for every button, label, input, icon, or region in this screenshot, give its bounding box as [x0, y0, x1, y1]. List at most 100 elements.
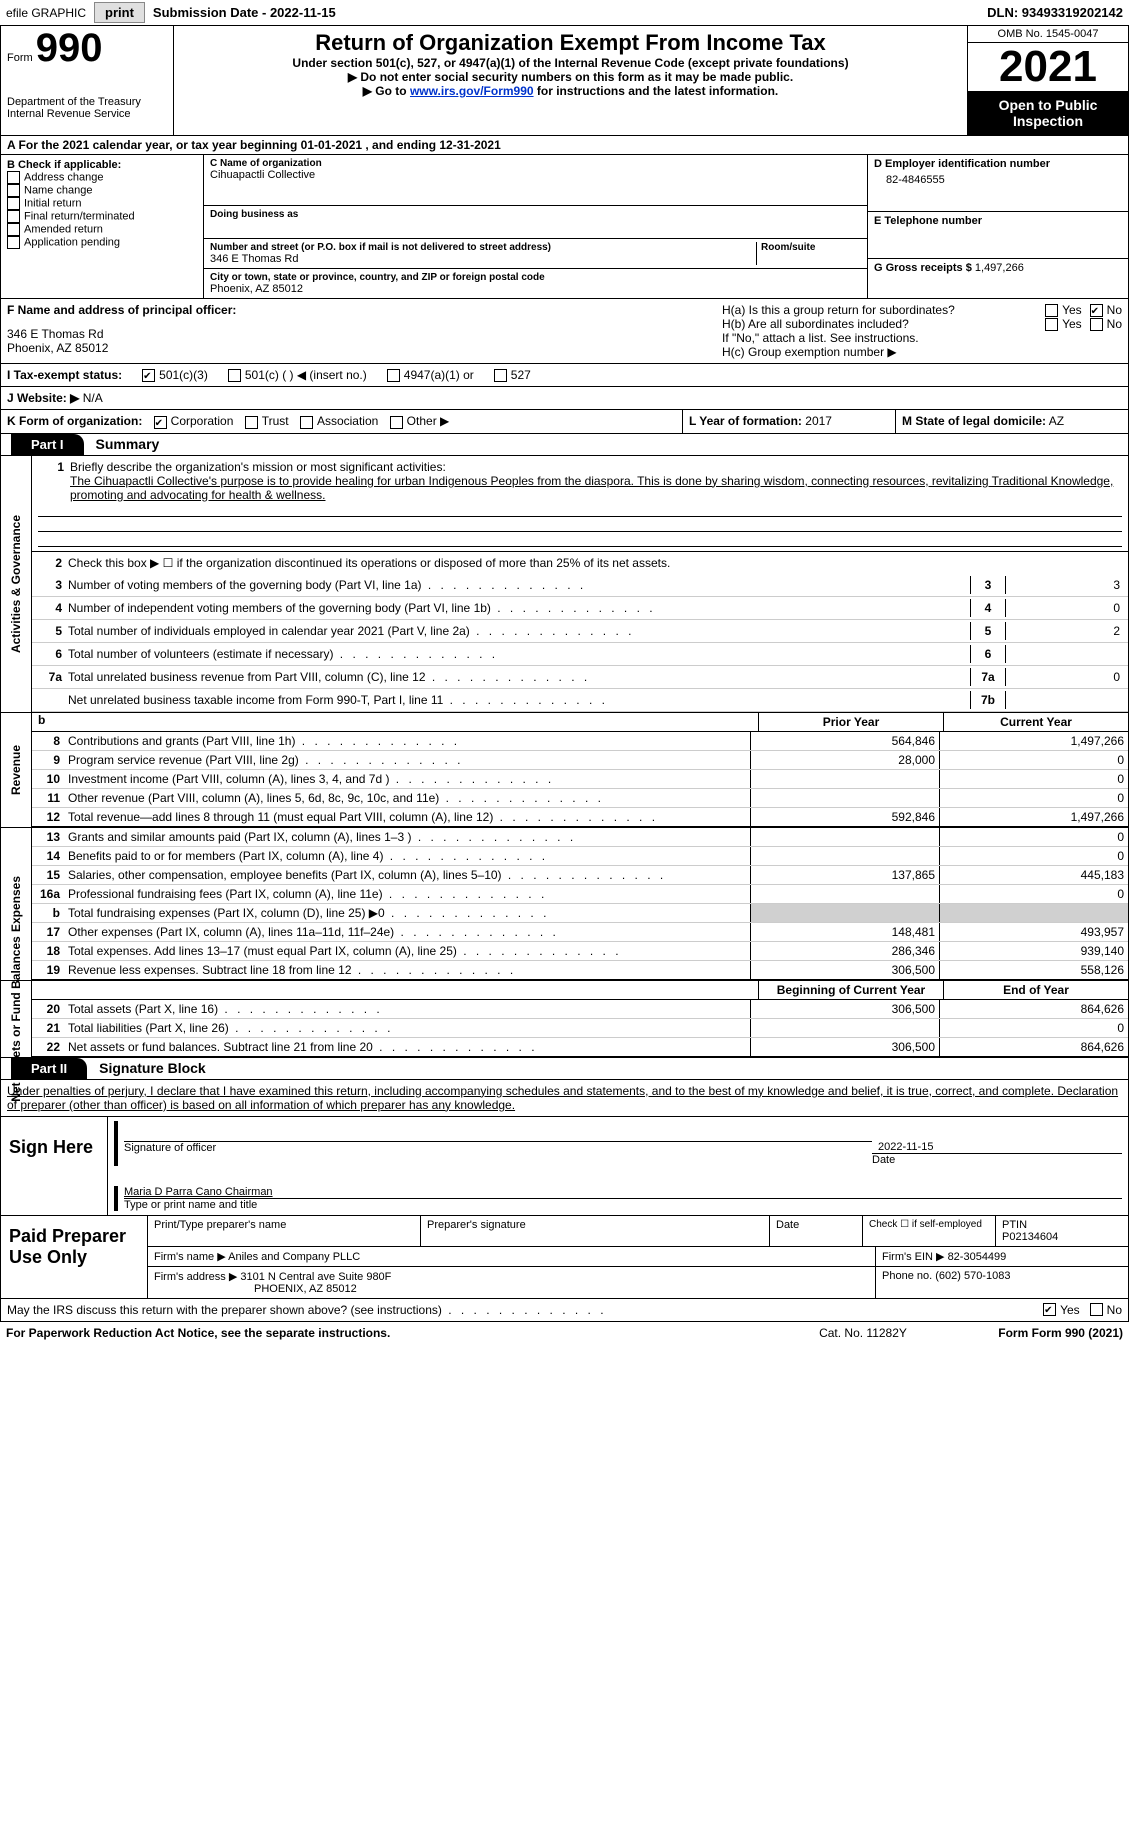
current-value: 445,183 [939, 866, 1128, 884]
row-text: Other revenue (Part VIII, column (A), li… [66, 789, 750, 807]
checkbox-icon[interactable] [1090, 318, 1103, 331]
dba-label: Doing business as [210, 209, 861, 220]
line-num: 3 [36, 578, 68, 592]
prior-value: 286,346 [750, 942, 939, 960]
line-j: J Website: ▶ N/A [0, 387, 1129, 410]
section-deg: D Employer identification number 82-4846… [867, 155, 1128, 298]
checkbox-icon[interactable] [1043, 1303, 1056, 1316]
data-row: 21Total liabilities (Part X, line 26) 0 [32, 1019, 1128, 1038]
line-value: 0 [1006, 599, 1124, 617]
checkbox-icon[interactable] [154, 416, 167, 429]
checkbox-icon[interactable] [7, 210, 20, 223]
line-value [1006, 652, 1124, 656]
checkbox-icon[interactable] [7, 223, 20, 236]
checkbox-icon[interactable] [7, 184, 20, 197]
data-row: 11Other revenue (Part VIII, column (A), … [32, 789, 1128, 808]
print-button[interactable]: print [94, 2, 145, 23]
discuss-row: May the IRS discuss this return with the… [0, 1299, 1129, 1322]
row-text: Total expenses. Add lines 13–17 (must eq… [66, 942, 750, 960]
submission-date: Submission Date - 2022-11-15 [153, 5, 336, 20]
checkbox-icon[interactable] [390, 416, 403, 429]
addr-value: 346 E Thomas Rd [210, 253, 756, 265]
ein-value: 82-4846555 [874, 170, 1122, 186]
checkbox-icon[interactable] [228, 369, 241, 382]
row-text: Revenue less expenses. Subtract line 18 … [66, 961, 750, 979]
checkbox-icon[interactable] [300, 416, 313, 429]
checkbox-icon[interactable] [7, 197, 20, 210]
room-label: Room/suite [761, 242, 861, 253]
revenue-col-header: b Prior Year Current Year [32, 713, 1128, 732]
line-text: Number of independent voting members of … [68, 601, 970, 615]
col-current: Current Year [943, 713, 1128, 731]
checkbox-icon[interactable] [1090, 1303, 1103, 1316]
form-footer: Form Form 990 (2021) [963, 1326, 1123, 1340]
firm-city: PHOENIX, AZ 85012 [154, 1283, 869, 1295]
data-row: 22Net assets or fund balances. Subtract … [32, 1038, 1128, 1057]
prior-value [750, 885, 939, 903]
current-value: 0 [939, 789, 1128, 807]
current-value: 0 [939, 1019, 1128, 1037]
website-label: J Website: ▶ [7, 391, 79, 405]
checkbox-icon[interactable] [1090, 304, 1103, 317]
part1-header: Part I Summary [0, 434, 1129, 456]
checkbox-icon[interactable] [142, 369, 155, 382]
summary-line: 3Number of voting members of the governi… [32, 574, 1128, 597]
firm-ein-value: 82-3054499 [948, 1251, 1007, 1263]
line-i: I Tax-exempt status: 501(c)(3) 501(c) ( … [0, 364, 1129, 387]
irs-link[interactable]: www.irs.gov/Form990 [410, 84, 534, 98]
row-num: b [32, 904, 66, 922]
checkbox-icon[interactable] [494, 369, 507, 382]
row-text: Grants and similar amounts paid (Part IX… [66, 828, 750, 846]
prior-value [750, 1019, 939, 1037]
checkbox-icon[interactable] [1045, 318, 1058, 331]
chk-initial: Initial return [7, 197, 197, 210]
penalty-statement: Under penalties of perjury, I declare th… [0, 1080, 1129, 1117]
current-value [939, 904, 1128, 922]
checkbox-icon[interactable] [7, 236, 20, 249]
omb-number: OMB No. 1545-0047 [968, 26, 1128, 43]
paid-prep-label: Paid Preparer Use Only [1, 1216, 148, 1298]
mission-text: The Cihuapactli Collective's purpose is … [38, 474, 1122, 502]
topbar: efile GRAPHIC print Submission Date - 20… [0, 0, 1129, 26]
line-2-num: 2 [36, 556, 68, 570]
row-text: Total liabilities (Part X, line 26) [66, 1019, 750, 1037]
current-value: 939,140 [939, 942, 1128, 960]
summary-line: 5Total number of individuals employed in… [32, 620, 1128, 643]
prior-value: 564,846 [750, 732, 939, 750]
col-begin: Beginning of Current Year [758, 981, 943, 999]
row-num: 17 [32, 923, 66, 941]
current-value: 1,497,266 [939, 808, 1128, 826]
efile-label: efile GRAPHIC [6, 6, 86, 20]
section-h: H(a) Is this a group return for subordin… [716, 299, 1128, 363]
checkbox-icon[interactable] [245, 416, 258, 429]
sig-officer-label: Signature of officer [124, 1142, 872, 1154]
col-prior: Prior Year [758, 713, 943, 731]
current-value: 864,626 [939, 1000, 1128, 1018]
checkbox-icon[interactable] [387, 369, 400, 382]
org-name-value: Cihuapactli Collective [210, 169, 861, 181]
line-a: A For the 2021 calendar year, or tax yea… [0, 136, 1129, 155]
checkbox-icon[interactable] [1045, 304, 1058, 317]
current-value: 0 [939, 770, 1128, 788]
checkbox-icon[interactable] [7, 171, 20, 184]
city-label: City or town, state or province, country… [210, 272, 861, 283]
phone-label: E Telephone number [874, 215, 1122, 227]
form-header: Form 990 Department of the Treasury Inte… [0, 26, 1129, 136]
line-text: Number of voting members of the governin… [68, 578, 970, 592]
officer-name: Maria D Parra Cano Chairman [124, 1186, 1122, 1199]
section-bcde: B Check if applicable: Address change Na… [0, 155, 1129, 299]
pp-name-label: Print/Type preparer's name [148, 1216, 421, 1246]
data-row: 18Total expenses. Add lines 13–17 (must … [32, 942, 1128, 961]
line-text: Total number of individuals employed in … [68, 624, 970, 638]
row-num: 18 [32, 942, 66, 960]
current-value: 0 [939, 828, 1128, 846]
row-num: 21 [32, 1019, 66, 1037]
firm-addr-label: Firm's address ▶ [154, 1271, 237, 1283]
phone-value: (602) 570-1083 [935, 1270, 1010, 1282]
data-row: 14Benefits paid to or for members (Part … [32, 847, 1128, 866]
dln-label: DLN: 93493319202142 [987, 5, 1123, 20]
form-990-page: efile GRAPHIC print Submission Date - 20… [0, 0, 1129, 1344]
prior-value: 306,500 [750, 1000, 939, 1018]
form-number: 990 [36, 26, 103, 70]
part1-tab: Part I [11, 434, 84, 455]
